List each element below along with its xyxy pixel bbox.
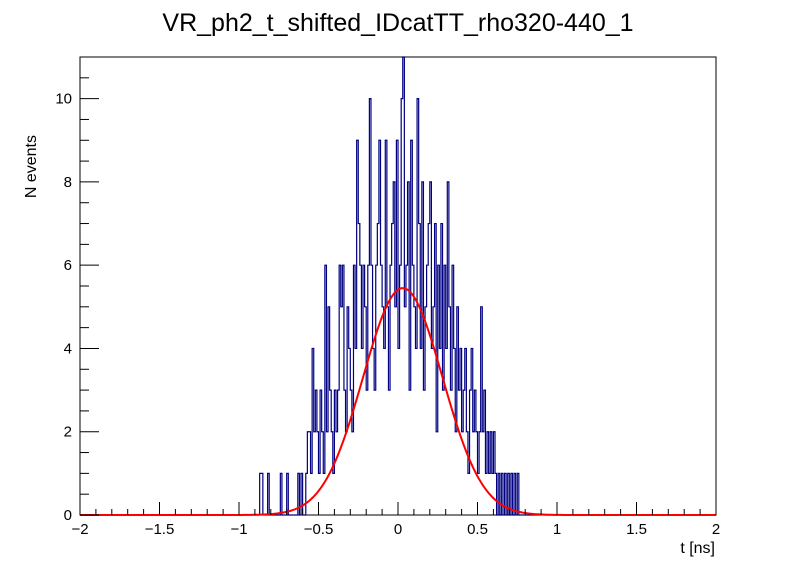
x-tick-label: 0.5 xyxy=(467,521,488,538)
y-axis-label: N events xyxy=(23,135,40,198)
gaussian-fit-curve xyxy=(80,287,716,516)
fit-layer xyxy=(80,287,716,516)
x-axis-label: t [ns] xyxy=(680,540,715,557)
x-tick-label: 0 xyxy=(394,521,402,538)
chart-title: VR_ph2_t_shifted_IDcatTT_rho320-440_1 xyxy=(162,9,633,37)
axis-layer: −2 −1.5 −1 −0.5 0 0.5 1 1.5 2 0 2 4 6 8 10 xyxy=(55,56,720,538)
x-tick-label: −1.5 xyxy=(145,521,175,538)
x-tick-label: −2 xyxy=(71,521,88,538)
y-tick-label: 4 xyxy=(64,340,72,357)
histogram-layer xyxy=(80,56,716,516)
x-tick-label: 1 xyxy=(553,521,561,538)
x-tick-label: 1.5 xyxy=(626,521,647,538)
y-tick-label: 10 xyxy=(55,91,72,108)
x-tick-label: 2 xyxy=(712,521,720,538)
x-tick-label: −0.5 xyxy=(304,521,334,538)
y-tick-label: 2 xyxy=(64,424,72,441)
y-tick-label: 0 xyxy=(64,507,72,524)
y-tick-label: 8 xyxy=(64,174,72,191)
histogram-series xyxy=(80,56,716,516)
y-tick-label: 6 xyxy=(64,257,72,274)
x-tick-label: −1 xyxy=(230,521,247,538)
